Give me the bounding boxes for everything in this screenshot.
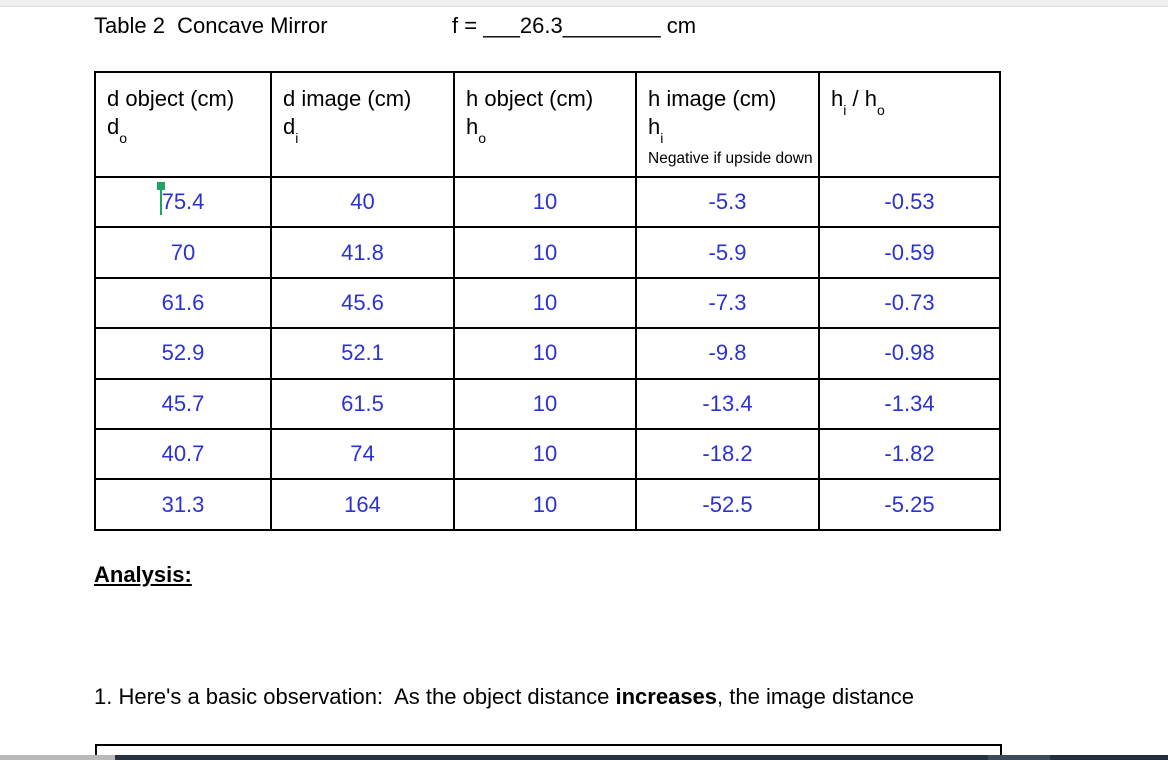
table-cell[interactable]: -5.25	[820, 480, 1001, 531]
table-cell[interactable]: -52.5	[637, 480, 820, 531]
table-cell[interactable]: 45.6	[272, 278, 455, 330]
taskbar-segment	[0, 755, 115, 760]
taskbar-segment	[115, 755, 988, 760]
table-cell[interactable]: 61.5	[272, 379, 455, 430]
f-label: f =	[452, 13, 484, 38]
question-1-line-1: 1. Here's a basic observation: As the ob…	[94, 684, 914, 710]
table-cell[interactable]: 10	[455, 278, 637, 330]
table-cell[interactable]: -0.73	[820, 278, 1001, 330]
f-blank-before[interactable]: ___	[483, 13, 520, 38]
f-unit: cm	[660, 13, 697, 38]
table-title: Table 2 Concave Mirror	[94, 13, 328, 38]
column-header-d-image: d image (cm) di	[272, 73, 455, 178]
toolbar-bottom-edge	[0, 0, 1168, 7]
collaborator-cursor-flag	[156, 182, 165, 191]
table-cell[interactable]: 164	[272, 480, 455, 531]
table-cell[interactable]: -13.4	[637, 379, 820, 430]
table-cell[interactable]: -0.53	[820, 178, 1001, 229]
table-cell[interactable]: -9.8	[637, 329, 820, 380]
table-cell[interactable]: -5.3	[637, 178, 820, 229]
table-cell[interactable]: 52.1	[272, 329, 455, 380]
data-table: d object (cm) do d image (cm) di h objec…	[94, 71, 1001, 531]
column-header-d-object: d object (cm) do	[96, 73, 272, 178]
taskbar-segment	[1050, 755, 1168, 760]
column-header-h-object: h object (cm) ho	[455, 73, 637, 178]
table-cell[interactable]: 10	[455, 228, 637, 279]
f-value[interactable]: 26.3	[519, 13, 563, 38]
table-cell[interactable]: -0.98	[820, 329, 1001, 380]
taskbar-edge[interactable]	[0, 755, 1168, 760]
table-cell[interactable]: 41.8	[272, 228, 455, 279]
table-cell[interactable]: 40.7	[96, 429, 272, 481]
taskbar-segment	[988, 755, 1050, 760]
column-header-h-image: h image (cm) hi Negative if upside down	[637, 73, 820, 178]
table-cell[interactable]: 70	[96, 228, 272, 279]
table-cell[interactable]: 10	[455, 329, 637, 380]
table-cell[interactable]: -18.2	[637, 429, 820, 481]
table-cell[interactable]: 61.6	[96, 278, 272, 330]
table-cell[interactable]: -7.3	[637, 278, 820, 330]
table-cell[interactable]: 31.3	[96, 480, 272, 531]
header-note: Negative if upside down	[648, 150, 813, 167]
table-cell[interactable]: 52.9	[96, 329, 272, 380]
table-cell[interactable]: 45.7	[96, 379, 272, 430]
table-cell[interactable]: -5.9	[637, 228, 820, 279]
table-cell[interactable]: 10	[455, 480, 637, 531]
f-blank-after[interactable]: ________	[562, 13, 661, 38]
table-cell[interactable]: -1.82	[820, 429, 1001, 481]
table-cell[interactable]: -1.34	[820, 379, 1001, 430]
collaborator-cursor	[156, 182, 165, 216]
table-cell[interactable]: 40	[272, 178, 455, 229]
column-header-hi-over-ho: hi / ho	[820, 73, 1001, 178]
table-cell[interactable]: -0.59	[820, 228, 1001, 279]
focal-length-line: f = ___26.3________ cm	[452, 13, 696, 39]
table-cell[interactable]: 10	[455, 379, 637, 430]
question-1: 1. Here's a basic observation: As the ob…	[94, 618, 1024, 760]
analysis-heading: Analysis:	[94, 562, 192, 587]
table-cell[interactable]: 75.4	[96, 178, 272, 229]
table-cell[interactable]: 10	[455, 429, 637, 481]
table-cell[interactable]: 74	[272, 429, 455, 481]
table-cell[interactable]: 10	[455, 178, 637, 229]
